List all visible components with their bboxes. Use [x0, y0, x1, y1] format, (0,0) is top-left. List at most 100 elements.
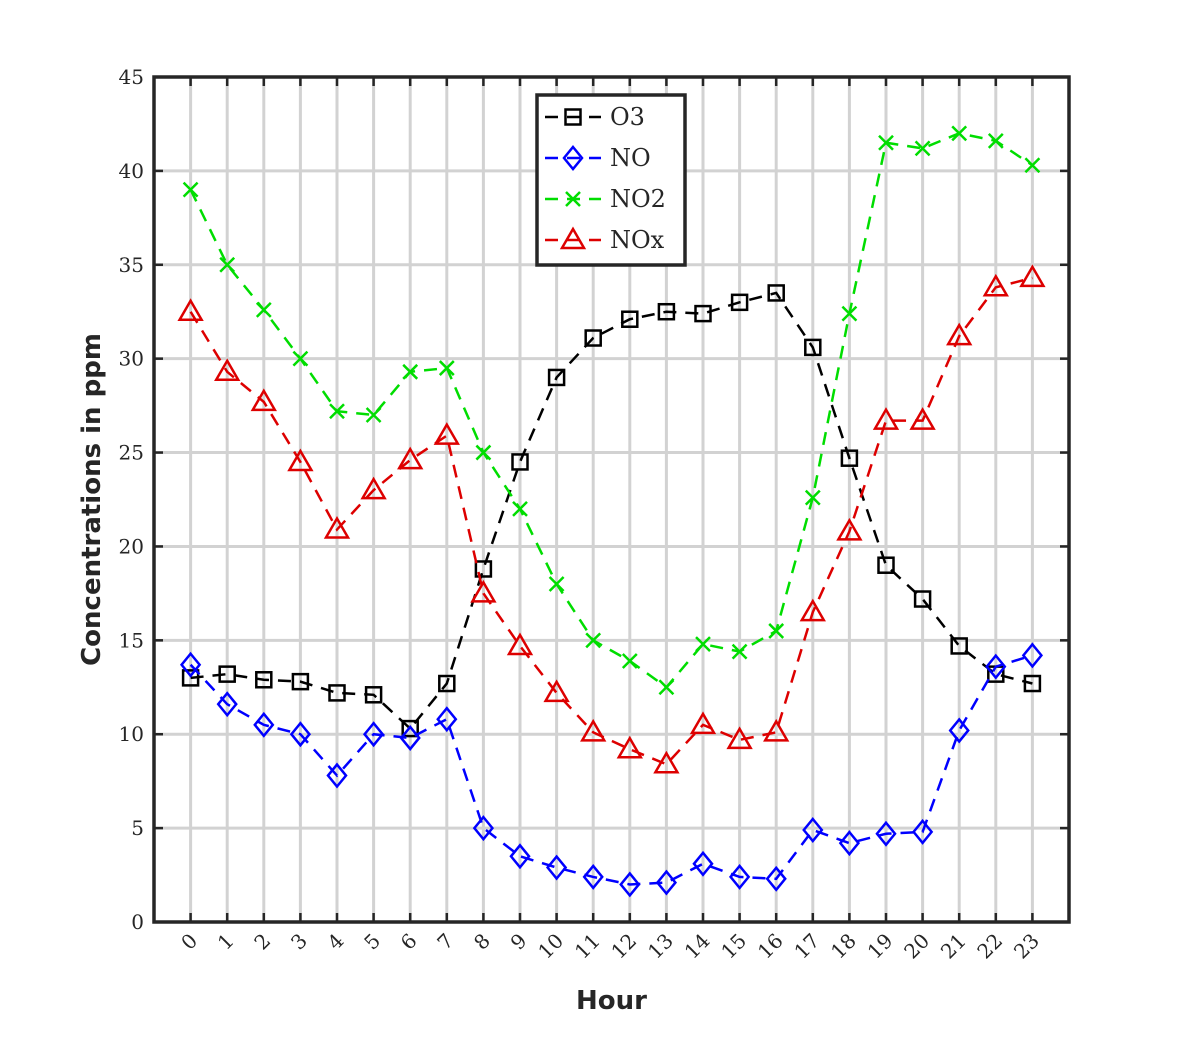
legend-item: NO2	[545, 185, 666, 213]
data-point-o3	[511, 453, 529, 471]
data-point-no2	[365, 407, 382, 423]
data-point-no2	[438, 360, 455, 376]
y-tick-label: 10	[119, 722, 144, 746]
data-point-o3	[291, 672, 310, 691]
data-point-no2	[768, 623, 785, 639]
series-no2	[182, 125, 1041, 696]
data-point-nox	[177, 298, 204, 321]
data-point-o3	[1023, 674, 1042, 693]
data-point-no	[985, 653, 1007, 680]
data-point-o3	[840, 449, 859, 467]
x-tick-label: 15	[716, 929, 751, 964]
data-point-no2	[255, 301, 272, 318]
data-point-o3	[877, 556, 895, 574]
data-point-nox	[982, 273, 1009, 297]
y-tick-label: 15	[119, 628, 144, 652]
axes-frame	[152, 75, 1071, 924]
data-point-nox	[689, 711, 717, 735]
legend-box	[535, 93, 687, 267]
data-point-o3	[438, 674, 456, 693]
data-point-no2	[731, 643, 748, 660]
data-point-nox	[616, 735, 643, 759]
data-point-o3	[584, 329, 602, 347]
series-line-no	[189, 654, 1033, 886]
data-point-o3	[181, 669, 200, 687]
data-point-o3	[364, 686, 383, 704]
x-tick-label: 17	[789, 929, 824, 964]
data-point-no	[838, 830, 861, 857]
legend-label: NO	[610, 144, 651, 172]
x-tick-label: 3	[286, 929, 312, 955]
data-point-nox	[470, 579, 497, 603]
y-tick-label: 20	[119, 534, 144, 558]
data-point-nox	[836, 517, 863, 541]
data-point-nox	[360, 476, 387, 500]
data-point-no	[216, 691, 238, 718]
data-point-no2	[182, 181, 199, 198]
data-point-no	[362, 721, 385, 748]
data-point-no	[911, 818, 934, 845]
data-point-o3	[950, 637, 968, 655]
y-tick-label: 5	[131, 816, 144, 840]
data-point-no	[875, 820, 897, 847]
legend-marker	[565, 191, 581, 207]
x-tick-label: 10	[533, 929, 568, 964]
data-point-no	[399, 725, 421, 751]
data-point-no2	[621, 653, 638, 669]
data-point-no	[802, 817, 824, 843]
x-tick-label: 2	[249, 929, 275, 955]
x-tick-label: 11	[570, 929, 605, 964]
data-point-no2	[878, 134, 894, 151]
legend-marker	[564, 108, 582, 126]
x-tick-label: 16	[753, 929, 788, 964]
data-point-nox	[543, 679, 570, 703]
series-line-nox	[189, 276, 1033, 766]
x-tick-label: 18	[826, 929, 861, 964]
data-point-no2	[658, 679, 675, 696]
legend-marker	[562, 145, 584, 171]
data-point-nox	[287, 448, 314, 472]
x-tick-label: 6	[396, 929, 422, 955]
data-point-no2	[804, 489, 821, 506]
y-tick-label: 40	[119, 159, 144, 183]
x-tick-label: 19	[863, 929, 898, 964]
data-point-no	[289, 721, 312, 748]
y-tick-label: 45	[119, 65, 144, 89]
data-point-no2	[914, 140, 931, 157]
data-point-no2	[841, 305, 858, 322]
x-tick-label: 14	[680, 929, 715, 964]
data-point-o3	[657, 302, 676, 321]
data-point-no2	[1024, 157, 1041, 174]
data-point-nox	[799, 598, 826, 622]
data-point-no	[509, 843, 531, 870]
x-tick-label: 21	[936, 929, 971, 964]
data-point-nox	[763, 718, 790, 742]
data-point-o3	[218, 665, 236, 683]
data-point-no2	[402, 363, 419, 380]
data-point-o3	[730, 293, 749, 312]
data-point-no	[765, 865, 787, 892]
data-point-nox	[506, 632, 534, 656]
data-point-no	[436, 706, 458, 733]
x-tick-label: 5	[359, 929, 385, 955]
data-point-no2	[292, 350, 309, 367]
data-point-no	[472, 815, 495, 842]
data-point-o3	[621, 310, 639, 328]
series-no	[179, 642, 1044, 898]
data-point-no2	[219, 256, 236, 273]
series-line-o3	[190, 291, 1033, 731]
data-point-no	[619, 871, 641, 898]
data-point-no2	[329, 403, 345, 420]
data-point-o3	[694, 304, 712, 323]
data-point-no	[253, 711, 275, 738]
data-point-no	[692, 850, 714, 877]
data-point-no2	[987, 132, 1004, 149]
legend-item: NOx	[545, 226, 665, 254]
legend-item: NO	[545, 144, 651, 172]
data-point-o3	[474, 560, 493, 578]
data-point-no2	[475, 444, 492, 461]
data-point-nox	[250, 388, 277, 412]
data-point-o3	[913, 590, 932, 608]
legend-label: NO2	[610, 185, 666, 213]
